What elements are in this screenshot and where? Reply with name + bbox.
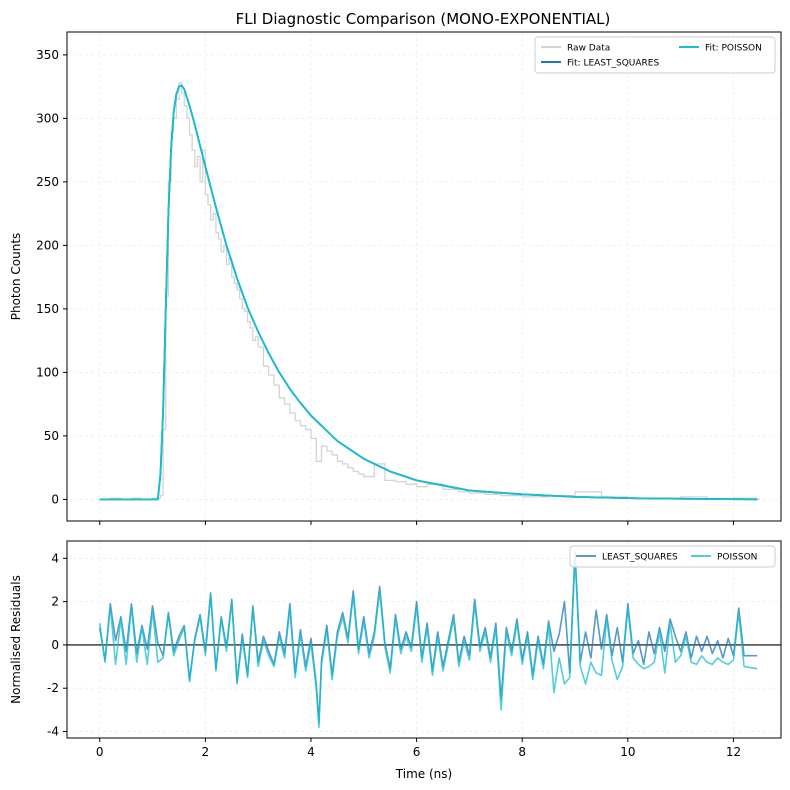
- top-y-tick-label-1: 50: [44, 429, 59, 443]
- top-y-tick-label-5: 250: [36, 175, 59, 189]
- bottom-y-tick-label-3: 2: [51, 595, 59, 609]
- top-panel: 0 50 100 150 200 250 300 350 Photon Counts Raw Da…: [9, 31, 782, 525]
- bottom-series-poisson: [98, 555, 758, 728]
- bottom-panel: 0 2 4 6 8 10 12 -4 -2 0 2 4 Time (ns) Normalised Resi…: [9, 540, 782, 781]
- bottom-x-tick-label-2: 4: [307, 745, 315, 759]
- top-y-tick-label-3: 150: [36, 302, 59, 316]
- bottom-y-tick-label-4: 4: [51, 551, 59, 565]
- top-y-tick-label-2: 100: [36, 365, 59, 379]
- top-y-tick-label-7: 350: [36, 48, 59, 62]
- bottom-y-tick-label-1: -2: [47, 681, 59, 695]
- top-legend-label-2: Fit: POISSON: [705, 44, 762, 54]
- bottom-x-tick-label-4: 8: [518, 745, 526, 759]
- bottom-legend-box: [569, 545, 776, 568]
- bottom-y-tick-label-2: 0: [51, 638, 59, 652]
- top-legend-box: [534, 36, 776, 74]
- bottom-x-tick-label-1: 2: [202, 745, 210, 759]
- bottom-axes-frame: [66, 540, 782, 739]
- chart-title: FLI Diagnostic Comparison (MONO-EXPONENT…: [236, 10, 611, 28]
- top-axes-frame: [66, 31, 782, 522]
- top-y-tick-label-6: 300: [36, 111, 59, 125]
- bottom-x-tick-label-5: 10: [620, 745, 635, 759]
- top-series-raw-data: [99, 82, 760, 501]
- bottom-x-tick-label-6: 12: [726, 745, 741, 759]
- bottom-y-axis-label: Normalised Residuals: [9, 575, 23, 704]
- bottom-y-tick-label-0: -4: [47, 725, 59, 739]
- bottom-x-tick-label-0: 0: [96, 745, 104, 759]
- bottom-x-axis-label: Time (ns): [395, 767, 452, 781]
- bottom-legend-label-0: LEAST_SQUARES: [602, 553, 678, 563]
- top-legend-label-0: Raw Data: [567, 44, 610, 54]
- top-y-tick-label-4: 200: [36, 238, 59, 252]
- top-legend: Raw Data Fit: LEAST_SQUARES Fit: POISSON: [534, 36, 776, 74]
- top-y-axis-label: Photon Counts: [9, 233, 23, 321]
- top-legend-label-1: Fit: LEAST_SQUARES: [567, 59, 659, 69]
- top-series-fit-poisson: [99, 84, 758, 501]
- top-y-tick-label-0: 0: [51, 492, 59, 506]
- bottom-legend: LEAST_SQUARES POISSON: [569, 545, 776, 568]
- bottom-legend-label-1: POISSON: [717, 553, 757, 563]
- bottom-x-tick-label-3: 6: [413, 745, 421, 759]
